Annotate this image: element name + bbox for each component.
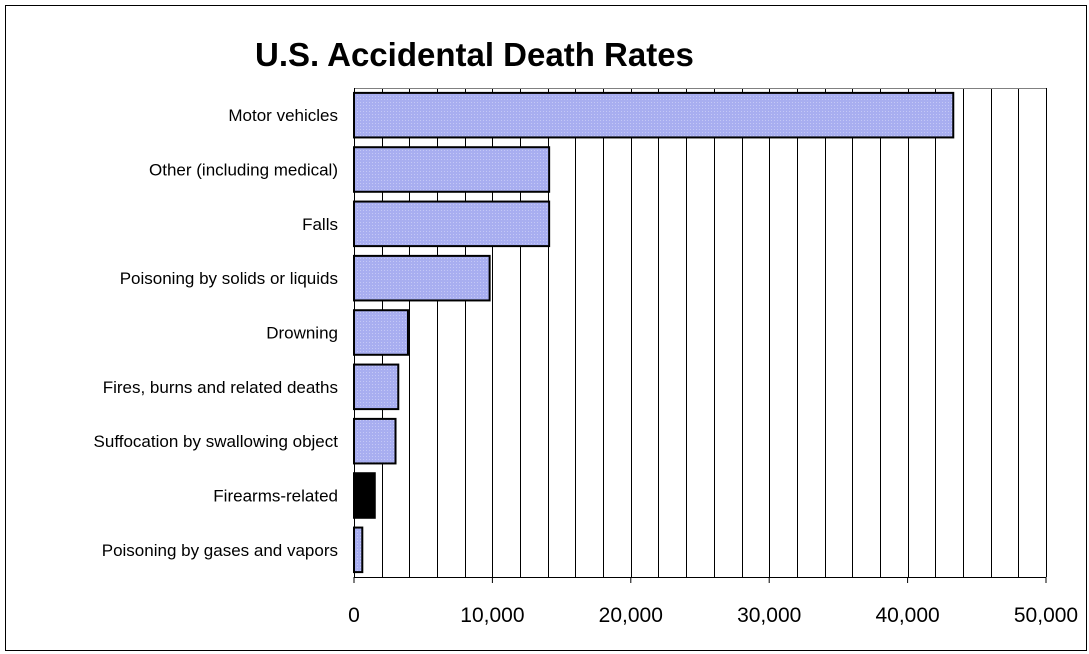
category-label: Poisoning by gases and vapors — [102, 541, 338, 560]
x-tick-label: 0 — [348, 604, 360, 627]
bar — [353, 309, 409, 356]
category-label: Other (including medical) — [149, 161, 338, 180]
chart-title: U.S. Accidental Death Rates — [255, 36, 694, 73]
bar — [353, 526, 364, 574]
bars — [353, 91, 955, 574]
x-tick-label: 10,000 — [460, 604, 524, 627]
x-tick-label: 50,000 — [1014, 604, 1078, 627]
x-tick-label: 40,000 — [875, 604, 939, 627]
x-tick-label: 20,000 — [599, 604, 663, 627]
bar — [353, 417, 397, 465]
category-label: Fires, burns and related deaths — [103, 378, 338, 397]
bar — [353, 254, 491, 302]
x-tick-labels: 0 10,000 20,000 30,000 40,000 50,000 — [348, 604, 1078, 627]
category-label: Falls — [302, 215, 338, 234]
category-label: Firearms-related — [213, 487, 338, 506]
bar — [353, 363, 400, 411]
category-label: Suffocation by swallowing object — [94, 432, 339, 451]
axes — [353, 88, 1047, 583]
x-tick-label: 30,000 — [737, 604, 801, 627]
bar — [353, 146, 551, 193]
category-labels: Motor vehicles Other (including medical) F… — [94, 106, 339, 560]
category-label: Poisoning by solids or liquids — [120, 269, 338, 288]
category-label: Drowning — [266, 324, 338, 343]
category-label: Motor vehicles — [228, 106, 338, 125]
bar — [353, 200, 551, 248]
bar — [353, 472, 376, 519]
bar — [353, 91, 955, 139]
